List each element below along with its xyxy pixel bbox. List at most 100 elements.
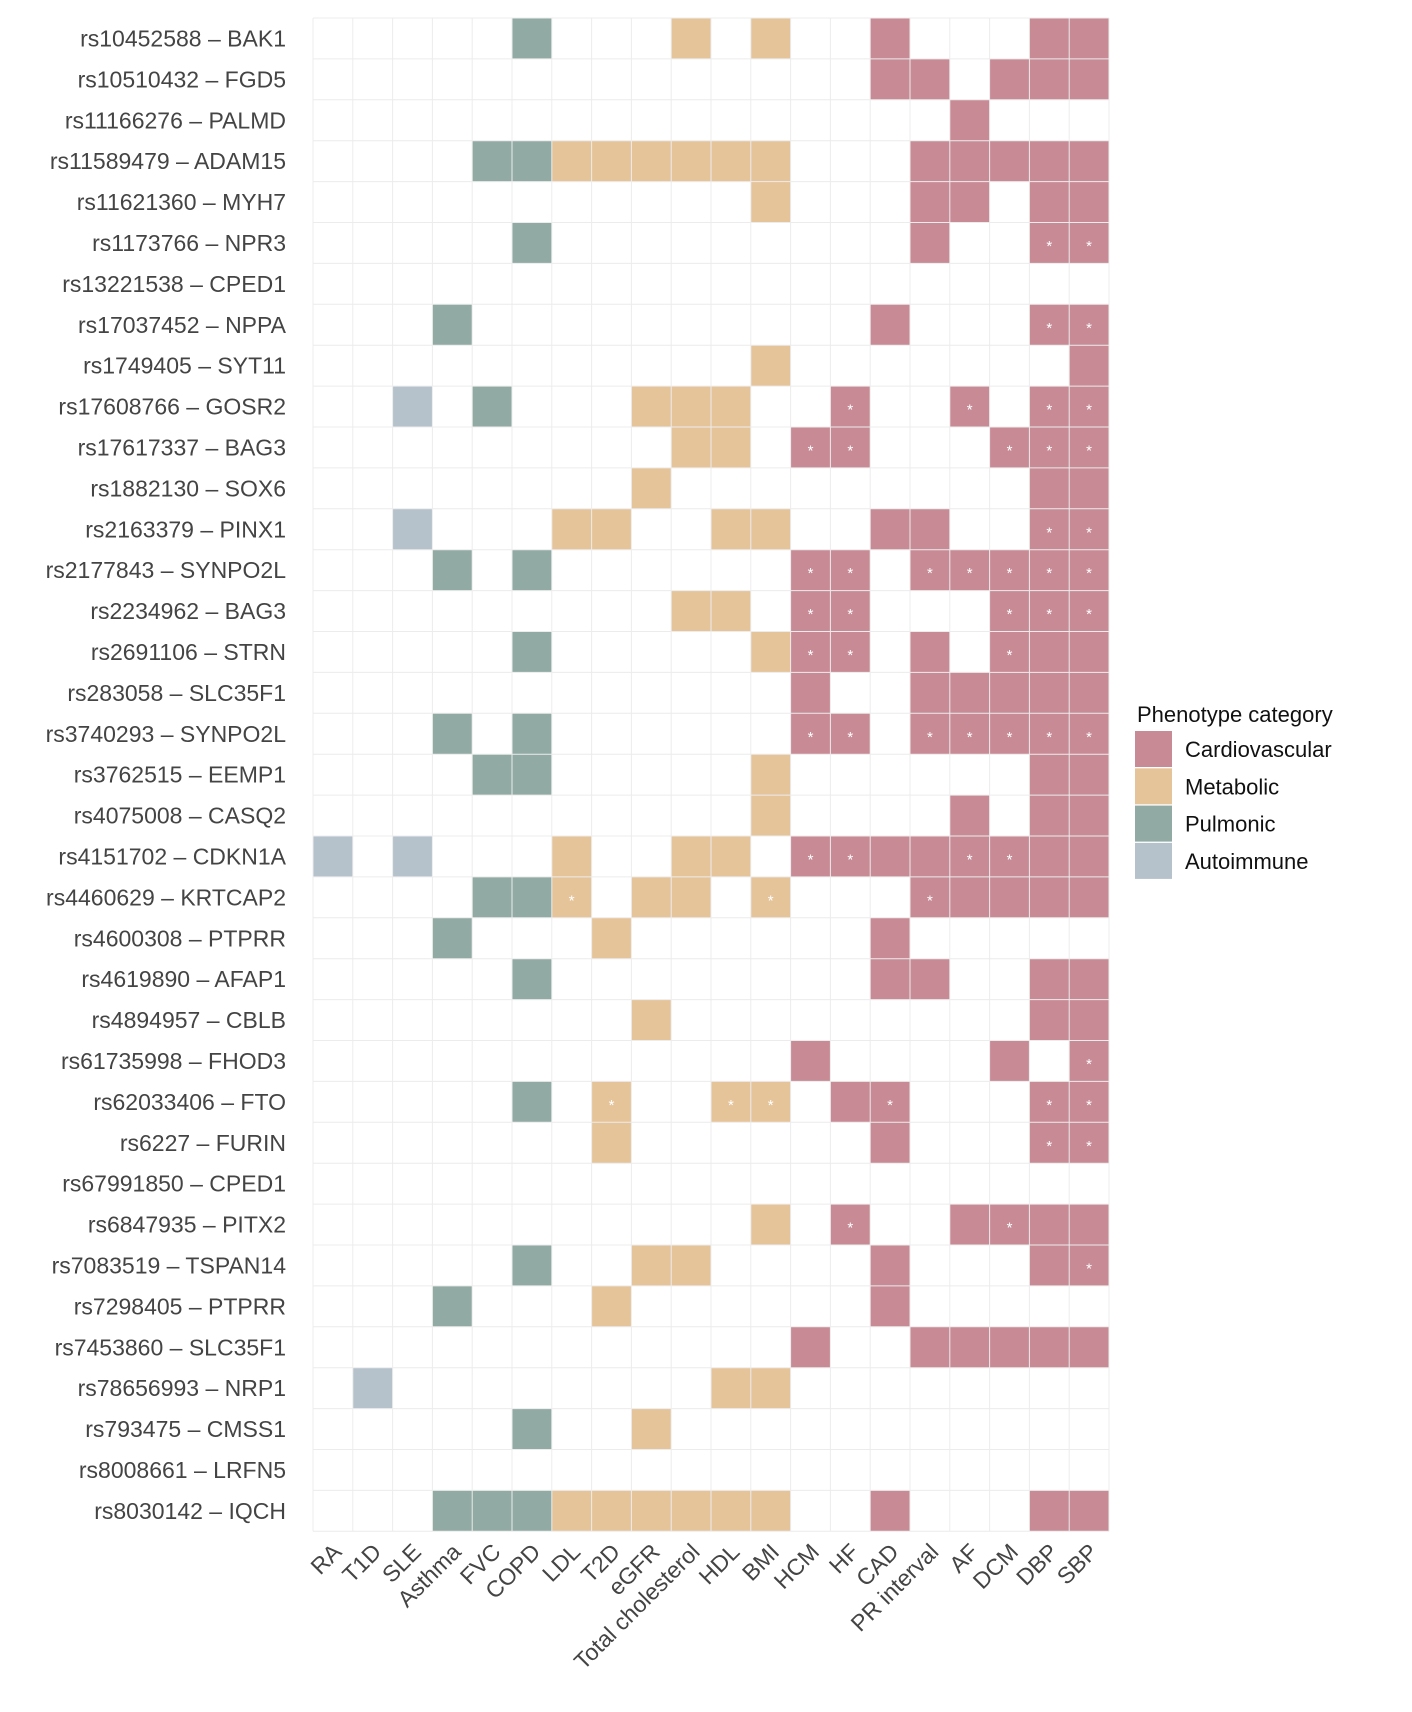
- heatmap-cell: [949, 713, 990, 755]
- heatmap-cell: [512, 958, 552, 1000]
- significance-star: *: [808, 729, 814, 746]
- significance-star: *: [728, 1097, 734, 1114]
- heatmap-cell: [830, 1081, 871, 1123]
- heatmap-cell: [512, 1490, 552, 1532]
- heatmap-cell: [1069, 1122, 1109, 1164]
- heatmap-cell: [1069, 222, 1109, 264]
- heatmap-cell: [910, 58, 950, 100]
- heatmap-cell: [790, 631, 831, 673]
- significance-star: *: [1007, 729, 1013, 746]
- significance-star: *: [1007, 851, 1013, 868]
- heatmap-cell: [1029, 427, 1070, 468]
- heatmap-cell: [671, 1490, 711, 1532]
- heatmap-cell: [790, 427, 831, 468]
- heatmap-cell: [989, 590, 1030, 632]
- heatmap-cell: [1069, 999, 1109, 1041]
- heatmap-cell: [910, 222, 950, 264]
- heatmap-cell: [790, 549, 831, 591]
- heatmap-cell: [1029, 1204, 1070, 1245]
- significance-star: *: [808, 565, 814, 582]
- heatmap-cell: [1029, 549, 1070, 591]
- heatmap-cell: [870, 18, 910, 59]
- heatmap-cell: [1069, 1204, 1109, 1245]
- heatmap-cell: [512, 631, 552, 673]
- row-label: rs11621360 – MYH7: [77, 189, 286, 215]
- row-label: rs283058 – SLC35F1: [67, 680, 286, 706]
- significance-star: *: [927, 565, 933, 582]
- heatmap-cell: [830, 713, 871, 755]
- heatmap-cell: [1069, 1326, 1109, 1368]
- heatmap-cell: [1029, 876, 1070, 918]
- heatmap-cell: [551, 876, 592, 918]
- row-label: rs1173766 – NPR3: [92, 230, 286, 256]
- heatmap-cell: [671, 1245, 711, 1286]
- significance-star: *: [1086, 402, 1092, 419]
- heatmap-cell: [989, 140, 1030, 182]
- column-label: DCM: [968, 1538, 1023, 1593]
- heatmap-cell: [711, 427, 751, 468]
- significance-star: *: [927, 729, 933, 746]
- heatmap-cell: [432, 1285, 473, 1327]
- significance-star: *: [808, 647, 814, 664]
- heatmap-cell: [711, 590, 751, 632]
- significance-star: *: [1007, 442, 1013, 459]
- significance-star: *: [967, 729, 973, 746]
- heatmap-cell: [512, 754, 552, 796]
- significance-star: *: [847, 851, 853, 868]
- heatmap-cell: [551, 508, 592, 550]
- heatmap-cell: [949, 672, 990, 714]
- heatmap-cell: [512, 876, 552, 918]
- heatmap-cell: [512, 222, 552, 264]
- significance-star: *: [1086, 442, 1092, 459]
- heatmap-cell: [591, 1122, 632, 1164]
- row-label: rs3740293 – SYNPO2L: [46, 721, 287, 747]
- column-label: DBP: [1011, 1538, 1063, 1590]
- heatmap-cell: [910, 672, 950, 714]
- heatmap-cell: [989, 1204, 1030, 1245]
- heatmap-cell: [591, 1081, 632, 1123]
- heatmap-cell: [949, 99, 990, 141]
- heatmap-cell: [1069, 549, 1109, 591]
- heatmap-cell: [949, 1326, 990, 1368]
- row-label: rs17608766 – GOSR2: [58, 394, 286, 420]
- heatmap-cell: [750, 631, 791, 673]
- heatmap-cell: [1029, 386, 1070, 427]
- heatmap-cell: [1029, 999, 1070, 1041]
- heatmap-cell: [949, 140, 990, 182]
- row-label: rs62033406 – FTO: [93, 1089, 286, 1115]
- legend-label: Metabolic: [1185, 774, 1279, 799]
- legend: Phenotype category Cardiovascular Metabol…: [1135, 702, 1333, 879]
- significance-star: *: [1046, 729, 1052, 746]
- significance-star: *: [1046, 442, 1052, 459]
- heatmap-cell: [870, 836, 910, 877]
- heatmap-cell: [512, 1081, 552, 1123]
- column-label: LDL: [537, 1538, 585, 1586]
- significance-star: *: [1046, 402, 1052, 419]
- significance-star: *: [847, 565, 853, 582]
- heatmap-cell: [591, 140, 632, 182]
- heatmap-cell: [830, 1204, 871, 1245]
- row-label: rs1882130 – SOX6: [90, 475, 286, 501]
- significance-star: *: [1046, 524, 1052, 541]
- heatmap-cell: [949, 1204, 990, 1245]
- row-label: rs67991850 – CPED1: [62, 1171, 286, 1197]
- row-label: rs793475 – CMSS1: [85, 1416, 286, 1442]
- heatmap-cell: [1029, 713, 1070, 755]
- heatmap-cell: [790, 1326, 831, 1368]
- heatmap-cell: [671, 18, 711, 59]
- significance-star: *: [609, 1097, 615, 1114]
- significance-star: *: [967, 851, 973, 868]
- heatmap-cell: [1069, 467, 1109, 509]
- significance-star: *: [1046, 238, 1052, 255]
- heatmap-cell: [1069, 1040, 1109, 1082]
- heatmap-cell: [1029, 18, 1070, 59]
- significance-star: *: [768, 892, 774, 909]
- row-labels: rs10452588 – BAK1 rs10510432 – FGD5 rs1116…: [46, 25, 287, 1523]
- significance-star: *: [1007, 647, 1013, 664]
- heatmap-cell: [910, 508, 950, 550]
- heatmap-cell: [989, 549, 1030, 591]
- heatmap-cell: [1029, 958, 1070, 1000]
- heatmap-cell: [631, 467, 672, 509]
- heatmap-cell: [1069, 795, 1109, 836]
